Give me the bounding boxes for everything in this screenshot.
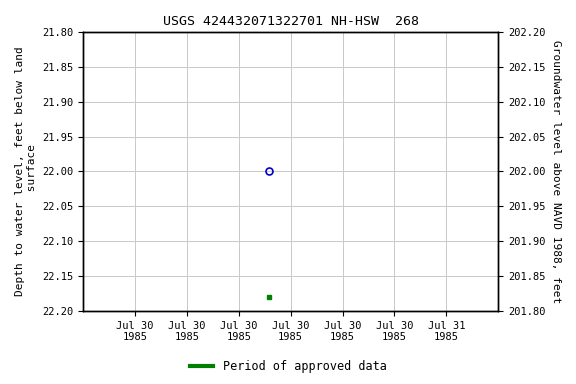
Title: USGS 424432071322701 NH-HSW  268: USGS 424432071322701 NH-HSW 268 [162, 15, 419, 28]
Legend: Period of approved data: Period of approved data [185, 356, 391, 378]
Y-axis label: Groundwater level above NAVD 1988, feet: Groundwater level above NAVD 1988, feet [551, 40, 561, 303]
Y-axis label: Depth to water level, feet below land
 surface: Depth to water level, feet below land su… [15, 46, 37, 296]
